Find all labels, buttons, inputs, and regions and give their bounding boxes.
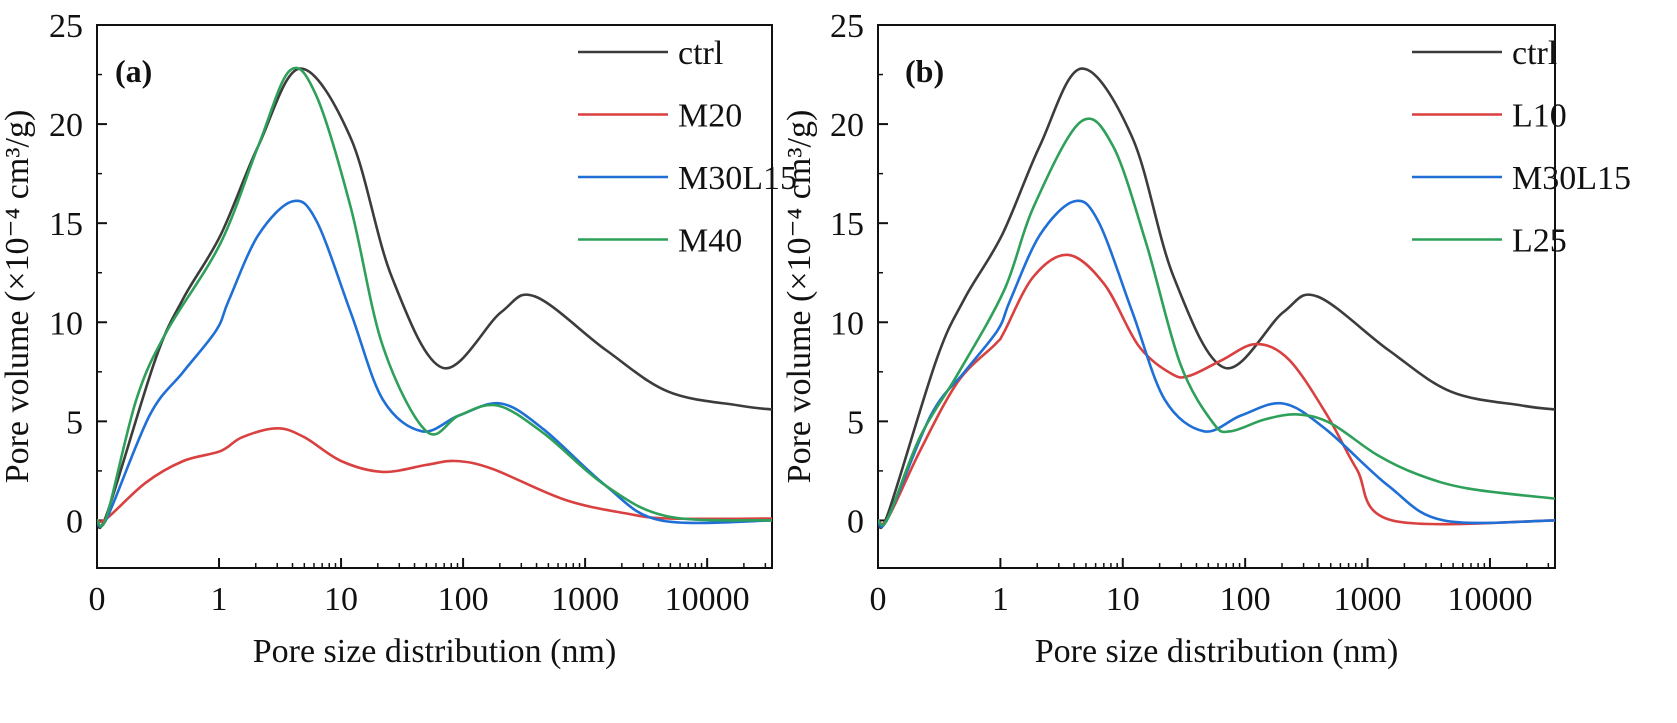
x-tick-label: 0 <box>870 581 887 618</box>
y-tick-label: 10 <box>49 305 83 342</box>
series-line-m30l15 <box>97 199 772 529</box>
series-line-ctrl <box>878 67 1555 530</box>
legend-label-ctrl: ctrl <box>1512 35 1557 72</box>
x-tick-label: 100 <box>1220 581 1271 618</box>
legend-label-m30l15: M30L15 <box>678 160 797 197</box>
x-tick-label: 100 <box>438 581 489 618</box>
panel-b: 0 1 10 100 1000 10000 0 5 10 15 20 25 Pore size dist… <box>781 8 1631 670</box>
series-line-m20 <box>97 427 772 524</box>
legend-label-m20: M20 <box>678 98 742 135</box>
plot-frame <box>877 24 1556 569</box>
legend-label-ctrl: ctrl <box>678 35 723 72</box>
series-line-m30l15 <box>878 199 1555 529</box>
y-tick-label: 5 <box>847 404 864 441</box>
series-line-m40 <box>97 66 772 528</box>
y-tick-label: 10 <box>830 305 864 342</box>
plot-frame <box>96 24 773 569</box>
x-tick-label: 10 <box>324 581 358 618</box>
y-tick-label: 20 <box>830 107 864 144</box>
y-tick-label: 25 <box>830 8 864 45</box>
x-tick-label: 1000 <box>1334 581 1402 618</box>
x-axis-title: Pore size distribution (nm) <box>253 633 617 670</box>
series-line-l25 <box>878 117 1555 527</box>
series-line-ctrl <box>97 67 772 530</box>
panel-label: (a) <box>115 53 152 89</box>
y-tick-label: 15 <box>830 206 864 243</box>
x-tick-label: 10000 <box>665 581 750 618</box>
legend-label-m30l15: M30L15 <box>1512 160 1631 197</box>
legend-label-l25: L25 <box>1512 223 1567 260</box>
x-tick-label: 1 <box>211 581 228 618</box>
y-tick-label: 5 <box>66 404 83 441</box>
y-tick-label: 15 <box>49 206 83 243</box>
series-line-l10 <box>878 253 1555 526</box>
y-axis-title: Pore volume (×10⁻⁴ cm³/g) <box>781 110 818 484</box>
y-axis-title: Pore volume (×10⁻⁴ cm³/g) <box>0 110 36 484</box>
y-tick-label: 25 <box>49 8 83 45</box>
legend-label-m40: M40 <box>678 223 742 260</box>
x-tick-label: 0 <box>89 581 106 618</box>
x-tick-label: 1000 <box>551 581 619 618</box>
panel-label: (b) <box>905 53 944 89</box>
panel-a: 0 1 10 100 1000 10000 0 5 10 15 20 25 Pore size dist… <box>0 8 797 670</box>
y-tick-label: 20 <box>49 107 83 144</box>
legend-label-l10: L10 <box>1512 98 1567 135</box>
y-tick-label: 0 <box>66 503 83 540</box>
x-tick-label: 10 <box>1106 581 1140 618</box>
x-tick-label: 10000 <box>1447 581 1532 618</box>
x-tick-label: 1 <box>992 581 1009 618</box>
x-axis-title: Pore size distribution (nm) <box>1035 633 1399 670</box>
y-tick-label: 0 <box>847 503 864 540</box>
